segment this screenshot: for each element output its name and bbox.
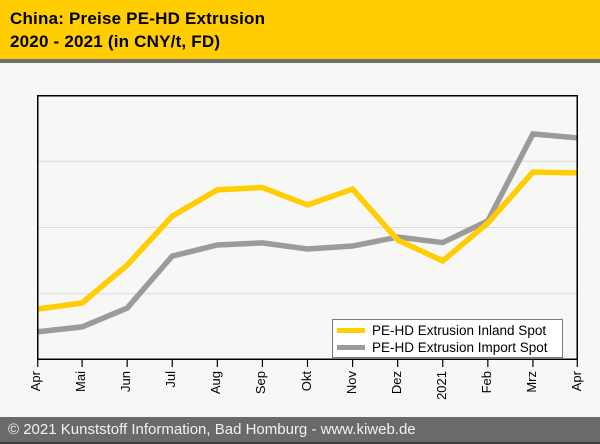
legend-row-import: PE-HD Extrusion Import Spot xyxy=(337,339,558,355)
inland-spot-swatch-icon xyxy=(337,327,365,333)
legend-label-import: PE-HD Extrusion Import Spot xyxy=(372,339,548,355)
x-axis-tick-label: Mrz xyxy=(523,371,539,393)
x-axis-tick-label: Mai xyxy=(73,371,89,392)
legend-row-inland: PE-HD Extrusion Inland Spot xyxy=(337,322,558,338)
footer-bar: © 2021 Kunststoff Information, Bad Hombu… xyxy=(0,417,600,444)
x-axis-tick-label: 2021 xyxy=(433,371,449,400)
import-spot-swatch-icon xyxy=(337,344,365,350)
chart-title-line-1: China: Preise PE-HD Extrusion xyxy=(10,9,266,28)
plot-area: PE-HD Extrusion Inland Spot PE-HD Extrus… xyxy=(36,95,579,367)
line-chart xyxy=(36,95,579,367)
x-axis-tick-label: Sep xyxy=(253,371,269,395)
x-axis-tick-label: Jun xyxy=(118,371,134,392)
x-axis-tick-label: Nov xyxy=(343,371,359,395)
x-axis-tick-label: Apr xyxy=(28,371,43,392)
copyright-text: © 2021 Kunststoff Information, Bad Hombu… xyxy=(8,421,416,438)
chart-title-line-2: 2020 - 2021 (in CNY/t, FD) xyxy=(10,32,221,51)
x-axis-tick-label: Dez xyxy=(388,371,404,395)
x-axis-tick-label: Aug xyxy=(208,371,224,395)
x-axis-tick-label: Apr xyxy=(569,371,584,392)
x-axis-tick-label: Okt xyxy=(298,371,314,392)
x-axis-tick-label: Jul xyxy=(163,371,179,388)
chart-header: China: Preise PE-HD Extrusion 2020 - 202… xyxy=(0,0,600,59)
legend: PE-HD Extrusion Inland Spot PE-HD Extrus… xyxy=(332,319,563,358)
x-axis-tick-label: Feb xyxy=(478,371,494,394)
legend-label-inland: PE-HD Extrusion Inland Spot xyxy=(372,322,547,338)
header-separator xyxy=(0,59,600,63)
